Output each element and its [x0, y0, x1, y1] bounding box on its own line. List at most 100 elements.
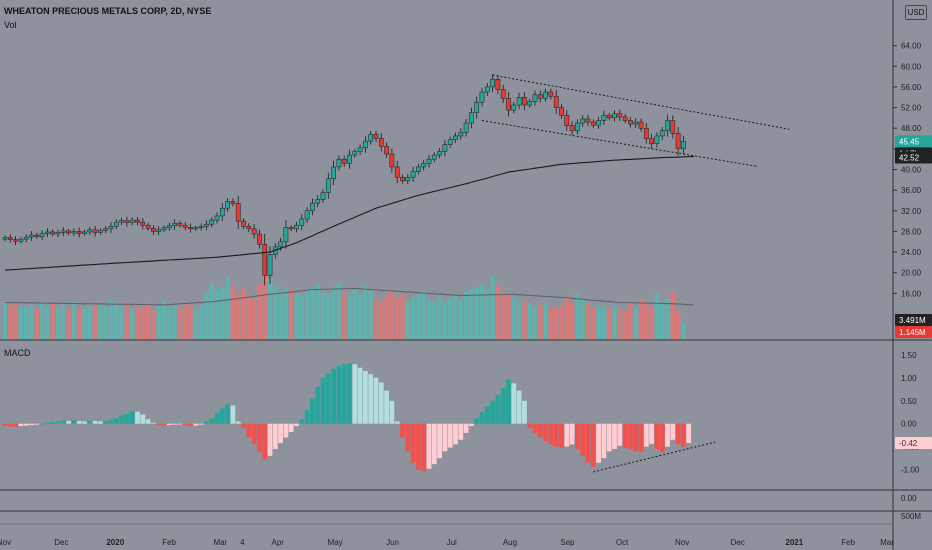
candle-body[interactable]: [463, 122, 469, 133]
candle-body[interactable]: [341, 158, 347, 164]
candle-body[interactable]: [325, 178, 331, 193]
candle-body[interactable]: [569, 125, 575, 132]
candle-body[interactable]: [405, 176, 411, 182]
candle-body[interactable]: [352, 151, 358, 156]
candle-body[interactable]: [98, 230, 103, 233]
candle-body[interactable]: [251, 228, 257, 235]
candle-body[interactable]: [643, 127, 649, 139]
candle-body[interactable]: [129, 219, 135, 223]
candle-body[interactable]: [60, 230, 66, 233]
candle-body[interactable]: [177, 222, 183, 226]
candle-body[interactable]: [532, 94, 538, 102]
candle-body[interactable]: [214, 215, 220, 221]
candle-body[interactable]: [537, 94, 543, 99]
candle-body[interactable]: [378, 138, 384, 147]
candle-body[interactable]: [500, 89, 506, 99]
candle-body[interactable]: [124, 220, 130, 223]
candle-body[interactable]: [527, 101, 533, 106]
candle-body[interactable]: [347, 154, 352, 164]
candle-body[interactable]: [617, 113, 623, 118]
candle-body[interactable]: [92, 229, 98, 233]
candle-body[interactable]: [71, 231, 77, 234]
candle-body[interactable]: [373, 134, 379, 139]
candle-body[interactable]: [13, 239, 18, 242]
candle-body[interactable]: [87, 229, 93, 233]
candle-body[interactable]: [675, 133, 681, 150]
candle-body[interactable]: [113, 221, 119, 227]
candle-body[interactable]: [384, 146, 389, 155]
candle-body[interactable]: [670, 120, 676, 134]
candle-body[interactable]: [39, 233, 45, 237]
candle-body[interactable]: [681, 141, 686, 150]
candle-body[interactable]: [188, 227, 193, 230]
candle-body[interactable]: [363, 140, 368, 149]
candle-body[interactable]: [230, 201, 236, 204]
currency-button[interactable]: USD: [905, 5, 927, 20]
candle-body[interactable]: [580, 118, 586, 124]
candle-body[interactable]: [553, 95, 559, 108]
candle-body[interactable]: [590, 121, 596, 126]
candle-body[interactable]: [511, 104, 517, 111]
candle-body[interactable]: [55, 232, 61, 235]
candle-body[interactable]: [575, 122, 580, 132]
candle-body[interactable]: [400, 176, 405, 182]
candle-body[interactable]: [543, 91, 548, 99]
candle-body[interactable]: [246, 226, 252, 230]
candle-body[interactable]: [654, 135, 660, 144]
candle-body[interactable]: [310, 202, 315, 212]
candle-body[interactable]: [638, 121, 644, 129]
candle-body[interactable]: [320, 192, 326, 200]
candle-body[interactable]: [601, 115, 607, 121]
candle-body[interactable]: [166, 225, 172, 229]
candle-body[interactable]: [299, 218, 305, 226]
candle-body[interactable]: [23, 236, 29, 240]
candle-body[interactable]: [76, 231, 82, 234]
candle-body[interactable]: [161, 227, 167, 231]
candle-body[interactable]: [50, 231, 56, 235]
candle-body[interactable]: [474, 102, 480, 113]
candle-body[interactable]: [257, 233, 262, 245]
candle-body[interactable]: [453, 135, 458, 140]
candle-body[interactable]: [182, 224, 188, 228]
candle-body[interactable]: [522, 97, 527, 106]
candle-body[interactable]: [278, 241, 283, 248]
candle-body[interactable]: [447, 139, 453, 145]
candle-body[interactable]: [628, 120, 633, 125]
candle-body[interactable]: [336, 158, 342, 168]
candle-body[interactable]: [29, 234, 34, 238]
candle-body[interactable]: [585, 118, 591, 123]
candle-body[interactable]: [225, 201, 230, 209]
candle-body[interactable]: [389, 153, 395, 168]
candle-body[interactable]: [659, 130, 665, 137]
candle-body[interactable]: [469, 112, 474, 124]
candle-body[interactable]: [437, 151, 442, 156]
candle-body[interactable]: [219, 207, 225, 217]
candle-body[interactable]: [7, 237, 13, 240]
candle-body[interactable]: [394, 166, 400, 178]
candle-body[interactable]: [426, 158, 432, 164]
candle-body[interactable]: [151, 228, 156, 232]
candle-body[interactable]: [357, 147, 363, 152]
candle-body[interactable]: [416, 166, 421, 172]
candle-body[interactable]: [484, 86, 490, 93]
candle-body[interactable]: [135, 219, 140, 223]
candle-body[interactable]: [495, 78, 501, 90]
candle-body[interactable]: [267, 254, 273, 276]
candle-body[interactable]: [235, 203, 241, 222]
candle-body[interactable]: [431, 154, 437, 160]
candle-body[interactable]: [479, 91, 485, 103]
candle-body[interactable]: [198, 226, 204, 229]
candle-body[interactable]: [516, 97, 522, 106]
candle-body[interactable]: [410, 171, 416, 178]
candle-body[interactable]: [241, 220, 246, 227]
candle-body[interactable]: [145, 224, 151, 229]
candle-body[interactable]: [665, 120, 670, 132]
candle-body[interactable]: [649, 138, 654, 144]
candle-body[interactable]: [606, 115, 612, 119]
candle-body[interactable]: [119, 220, 124, 223]
price-candles[interactable]: [2, 73, 686, 286]
candle-body[interactable]: [633, 121, 639, 125]
candle-body[interactable]: [294, 224, 299, 230]
candle-body[interactable]: [288, 227, 294, 230]
candle-body[interactable]: [262, 244, 268, 276]
